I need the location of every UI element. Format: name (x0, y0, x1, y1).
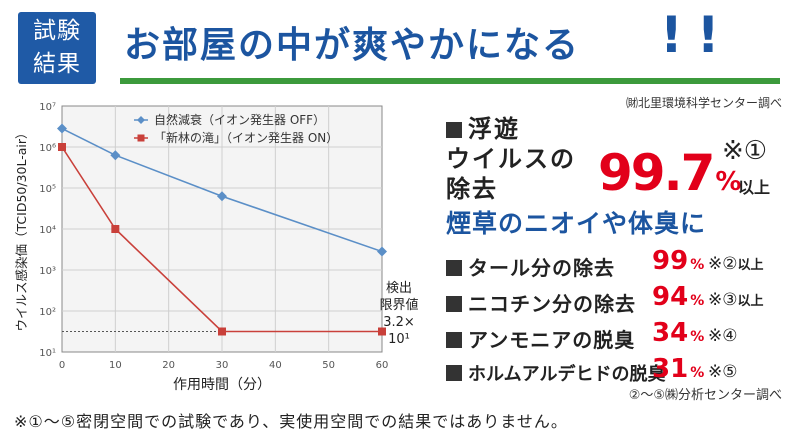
square-bullet-icon (446, 122, 462, 138)
square-bullet-icon (446, 332, 462, 348)
floating-title-line3: 除去 (446, 175, 498, 203)
grid-lines (62, 106, 382, 352)
footnote: ※①～⑤密閉空間での試験であり、実使用空間での結果ではありません。 (14, 412, 568, 431)
data-point-natural (377, 246, 387, 257)
data-point-ion (218, 327, 226, 336)
x-axis-label: 作用時間（分） (173, 377, 271, 393)
detection-limit-line3: 3.2× (383, 315, 415, 330)
square-bullet-icon (446, 260, 462, 276)
odor-row-tar: タール分の除去 99% ※②以上 (446, 246, 764, 286)
result-badge: 試験 結果 (18, 12, 96, 84)
data-point-natural (217, 191, 227, 202)
square-bullet-icon (446, 296, 462, 312)
y-tick-label: 10⁴ (39, 225, 56, 236)
floating-title-line1: 浮遊 (446, 114, 576, 144)
y-tick-label: 10⁵ (39, 184, 56, 195)
x-tick-label: 50 (322, 360, 335, 371)
headline-exclaim: !! (660, 6, 734, 64)
floating-title-line2: ウイルスの (446, 145, 576, 173)
floating-virus-note: ※① (722, 136, 768, 166)
data-point-ion (378, 327, 386, 336)
floating-virus-title: 浮遊 ウイルスの 除去 (446, 114, 576, 204)
y-axis-label: ウイルス感染価（TCID50/30L-air） (14, 127, 29, 332)
detection-limit-line4: 10¹ (388, 332, 410, 347)
series-line-natural (61, 127, 383, 253)
virus-decay-chart: 10¹ 10² 10³ 10⁴ 10⁵ 10⁶ 10⁷ 0 10 20 30 40 50 60 自然減衰… (14, 102, 389, 393)
odor-row-ammonia: アンモニアの脱臭 34% ※④ (446, 318, 737, 358)
data-point-natural (57, 123, 67, 134)
data-point-ion (58, 143, 66, 151)
y-tick-label: 10⁶ (39, 143, 56, 154)
x-tick-label: 60 (376, 360, 389, 371)
detection-limit-line2: 限界値 (379, 298, 419, 313)
odor-heading: 煙草のニオイや体臭に (446, 209, 707, 238)
headline: お部屋の中が爽やかになる (124, 25, 581, 66)
data-point-natural (110, 150, 121, 161)
legend-label-natural: 自然減衰（イオン発生器 OFF） (154, 112, 325, 127)
x-tick-labels: 0 10 20 30 40 50 60 (59, 360, 389, 371)
legend-marker-ion (137, 134, 145, 142)
x-tick-label: 30 (216, 360, 229, 371)
detection-limit-note: 検出 限界値 3.2× 10¹ (376, 280, 422, 348)
y-tick-labels: 10¹ 10² 10³ 10⁴ 10⁵ 10⁶ 10⁷ (39, 102, 56, 359)
y-tick-label: 10² (39, 307, 56, 318)
floating-virus-suffix: 以上 (738, 178, 771, 197)
odor-row-nicotine: ニコチン分の除去 94% ※③以上 (446, 282, 764, 322)
series-line-ion (61, 146, 382, 333)
source-top: ㈶北里環境科学センター調べ (625, 96, 782, 110)
square-bullet-icon (446, 365, 462, 381)
legend-label-ion: 「新林の滝」（イオン発生器 ON） (154, 130, 338, 145)
legend-marker-natural (137, 116, 145, 124)
source-bottom: ②～⑤㈱分析センター調べ (628, 388, 782, 403)
detection-limit-line1: 検出 (385, 281, 412, 296)
floating-virus-value: 99.7% (598, 144, 742, 202)
y-tick-label: 10³ (39, 266, 56, 277)
odor-row-formaldehyde: ホルムアルデヒドの脱臭 31% ※⑤ (446, 354, 737, 394)
divider-bar (120, 78, 780, 84)
x-tick-label: 10 (109, 360, 122, 371)
badge-line2: 結果 (33, 51, 81, 77)
x-tick-label: 20 (162, 360, 175, 371)
y-tick-label: 10⁷ (39, 102, 56, 113)
x-tick-label: 0 (59, 360, 65, 371)
data-point-ion (111, 225, 120, 233)
x-tick-label: 40 (269, 360, 282, 371)
badge-line1: 試験 (33, 18, 81, 44)
y-tick-label: 10¹ (39, 348, 56, 359)
legend: 自然減衰（イオン発生器 OFF） 「新林の滝」（イオン発生器 ON） (134, 112, 338, 145)
